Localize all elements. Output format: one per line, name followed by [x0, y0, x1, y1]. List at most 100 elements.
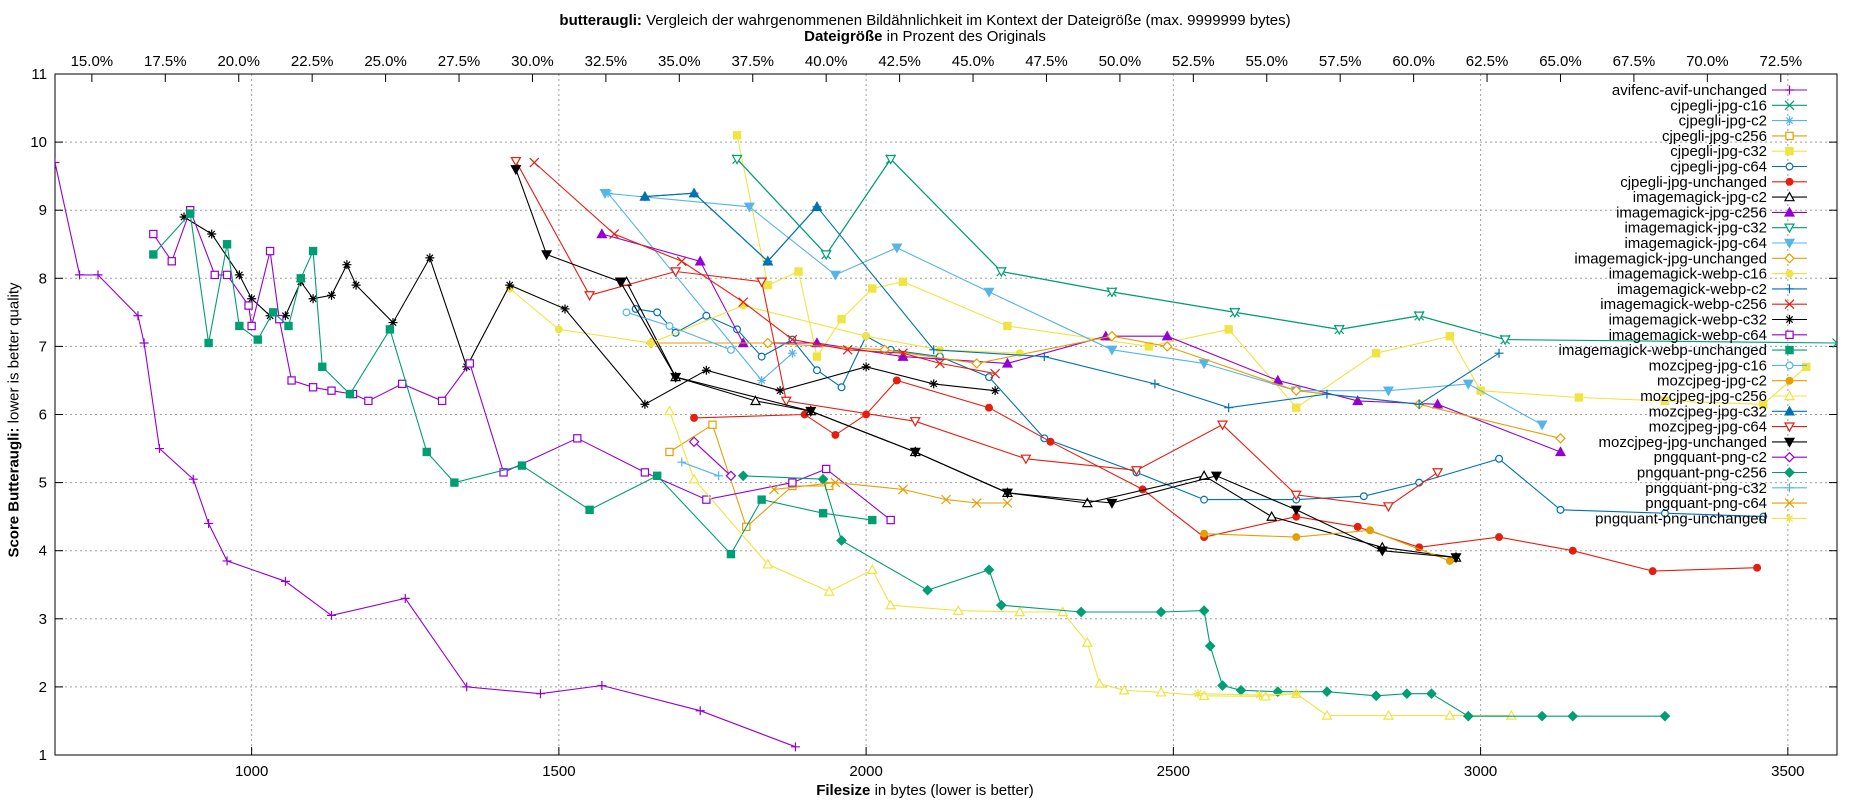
- data-point: [510, 156, 522, 167]
- data-point: [1536, 420, 1548, 431]
- data-point: [253, 335, 262, 344]
- data-point: [971, 498, 982, 508]
- data-point: [462, 682, 472, 692]
- data-point: [952, 604, 964, 615]
- legend-marker: [1783, 206, 1796, 217]
- data-point: [787, 348, 797, 358]
- series-pngquant-png-c64: [769, 477, 1013, 508]
- chart-title: butteraugli: Vergleich der wahrgenommene…: [0, 12, 1850, 29]
- data-point: [517, 461, 527, 470]
- legend-marker: [1785, 376, 1794, 385]
- series-line: [736, 135, 1807, 409]
- data-point: [1292, 533, 1301, 542]
- data-point: [866, 564, 878, 574]
- data-point: [1382, 709, 1394, 720]
- legend-marker: [1783, 238, 1796, 249]
- data-point: [535, 689, 545, 699]
- data-point: [1198, 359, 1210, 370]
- data-point: [207, 229, 217, 239]
- data-point: [983, 287, 995, 298]
- data-point: [1414, 399, 1424, 409]
- legend-marker: [1784, 451, 1795, 463]
- data-point: [1659, 710, 1671, 722]
- data-point: [345, 389, 355, 399]
- x2-tick-label: 60.0%: [1392, 53, 1435, 70]
- data-point: [1002, 498, 1013, 508]
- data-point: [837, 314, 846, 324]
- legend-label: pngquant-png-c32: [1645, 480, 1767, 497]
- data-point: [1450, 553, 1462, 564]
- data-point: [133, 311, 143, 321]
- x2-tick-label: 40.0%: [805, 53, 848, 70]
- legend-marker: [1785, 177, 1794, 186]
- data-point: [450, 478, 459, 487]
- x2-tick-label: 15.0%: [71, 53, 114, 70]
- x2-tick-label: 20.0%: [217, 53, 260, 70]
- data-point: [1106, 287, 1118, 298]
- series-line: [681, 461, 719, 477]
- x2-tick-label: 55.0%: [1245, 53, 1288, 70]
- series-imagemagick-webp-c256: [529, 157, 1001, 379]
- data-point: [1555, 432, 1566, 444]
- legend-marker: [1783, 191, 1796, 202]
- data-point: [775, 386, 785, 396]
- data-point: [842, 344, 853, 355]
- legend-marker: [1785, 345, 1794, 355]
- x2-tick-label: 50.0%: [1099, 53, 1142, 70]
- series-mozcjpeg-jpg-unchanged: [510, 165, 1462, 564]
- data-point: [726, 549, 736, 559]
- data-point: [585, 505, 594, 515]
- x-tick-label: 3500: [1771, 763, 1804, 780]
- data-point: [204, 518, 214, 528]
- data-point: [909, 417, 921, 428]
- data-point: [1290, 490, 1302, 501]
- legend-marker: [1785, 85, 1794, 95]
- data-point: [247, 294, 257, 304]
- data-point: [1161, 341, 1173, 352]
- data-point: [1802, 362, 1811, 372]
- series-cjpegli-jpg-unchanged: [690, 376, 1762, 576]
- data-point: [1432, 398, 1444, 409]
- data-point: [1204, 640, 1216, 652]
- data-point: [596, 228, 608, 239]
- legend-label: mozcjpeg-jpg-c32: [1649, 403, 1767, 420]
- x-axis-label: Filesize in bytes (lower is better): [0, 782, 1850, 799]
- data-point: [787, 334, 798, 345]
- x2-tick-label: 47.5%: [1025, 53, 1068, 70]
- x-tick-label: 2500: [1157, 763, 1190, 780]
- legend-marker: [1785, 131, 1794, 141]
- data-point: [308, 294, 318, 304]
- x-tick-label: 3000: [1464, 763, 1497, 780]
- data-point: [1382, 502, 1394, 513]
- data-point: [653, 308, 662, 317]
- legend-marker: [1783, 405, 1796, 416]
- series-line: [743, 475, 1665, 717]
- data-point: [1260, 690, 1272, 701]
- y-axis-label: Score Butteraugli: lower is better quali…: [6, 282, 23, 557]
- data-point: [308, 246, 318, 256]
- data-point: [1371, 349, 1381, 358]
- data-point: [364, 396, 373, 406]
- data-point: [868, 284, 877, 293]
- data-point: [688, 187, 700, 198]
- data-point: [640, 468, 650, 477]
- data-point: [670, 267, 682, 278]
- data-point: [732, 131, 742, 140]
- y-axis-label-bold: Score Butteraugli:: [5, 427, 23, 558]
- data-point: [318, 362, 327, 372]
- data-point: [1106, 498, 1118, 509]
- data-point: [1001, 488, 1013, 499]
- data-point: [560, 304, 570, 314]
- series-pngquant-png-c2: [688, 436, 737, 482]
- data-point: [868, 515, 877, 525]
- legend-marker: [1784, 252, 1795, 264]
- data-point: [891, 243, 903, 254]
- data-point: [731, 154, 743, 165]
- data-point: [1075, 606, 1087, 618]
- data-point: [922, 584, 933, 596]
- data-point: [247, 321, 256, 331]
- y-tick-label: 4: [39, 543, 47, 560]
- legend-marker: [1783, 422, 1796, 433]
- data-point: [898, 277, 908, 286]
- data-point: [541, 250, 553, 261]
